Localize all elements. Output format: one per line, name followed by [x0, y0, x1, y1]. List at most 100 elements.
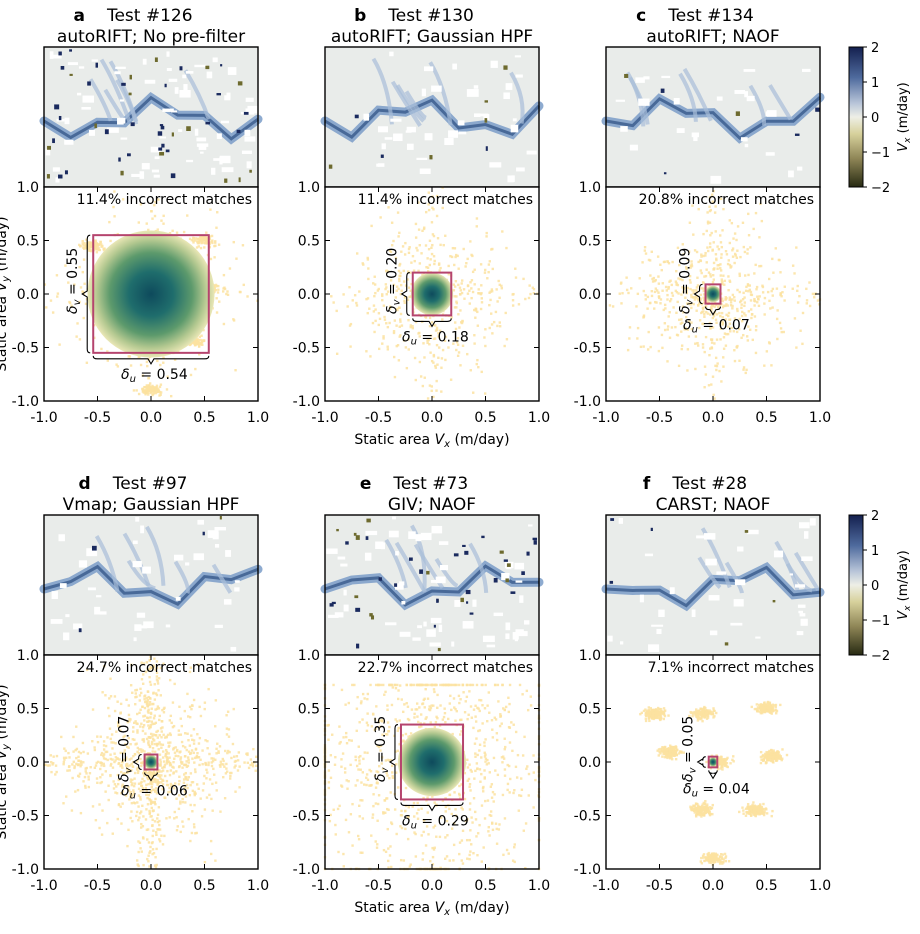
scatter-point [178, 705, 181, 708]
no-data-patch [96, 595, 102, 598]
scatter-point [733, 252, 737, 256]
x-tick-label: 0.5 [474, 410, 496, 426]
scatter-point [101, 691, 104, 694]
scatter-point [452, 283, 455, 286]
no-data-patch [512, 118, 517, 122]
scatter-point [523, 735, 526, 739]
scatter-point [709, 234, 712, 237]
scatter-point [141, 725, 145, 729]
scatter-point [481, 787, 485, 790]
scatter-point [712, 278, 716, 281]
scatter-point [437, 335, 440, 338]
scatter-point [356, 779, 359, 782]
scatter-point [372, 804, 375, 808]
scatter-point [388, 777, 391, 780]
scatter-point [741, 221, 745, 224]
scatter-point [106, 350, 109, 353]
scatter-point [148, 382, 152, 385]
scatter-point [84, 770, 87, 773]
scatter-point [665, 289, 669, 292]
y-tick-label: 0.5 [17, 702, 39, 718]
scatter-point [404, 346, 408, 349]
scatter-point [435, 715, 438, 719]
scatter-point [428, 239, 432, 242]
scatter-point [158, 718, 161, 722]
no-data-patch [247, 105, 258, 114]
scatter-point [187, 775, 191, 779]
du-sub: u [411, 336, 417, 347]
uncertainty-box [704, 283, 722, 305]
y-tick-label: 0.0 [17, 287, 39, 303]
scatter-point [730, 326, 733, 330]
scatter-point [708, 321, 712, 325]
scatter-point [136, 746, 140, 750]
scatter-point [147, 711, 150, 714]
scatter-point [230, 756, 233, 760]
scatter-point [168, 786, 171, 790]
scatter-point [192, 823, 196, 826]
scatter-point [644, 252, 648, 255]
scatter-point [142, 662, 146, 665]
scatter-point [116, 817, 120, 821]
scatter-point [62, 760, 66, 764]
scatter-point [390, 865, 393, 869]
scatter-point [490, 288, 494, 291]
scatter-point [666, 328, 669, 331]
outlier-pixel [128, 92, 132, 96]
scatter-point [460, 806, 463, 809]
scatter-point [649, 301, 652, 305]
scatter-point [438, 269, 441, 272]
no-data-patch [223, 599, 232, 605]
scatter-point [676, 246, 680, 250]
scatter-point [487, 825, 490, 829]
scatter-point [127, 713, 131, 717]
scatter-point [495, 732, 499, 735]
scatter-point [697, 207, 700, 211]
no-data-patch [150, 146, 161, 153]
scatter-point [132, 801, 136, 804]
x-tick-label: 0.0 [702, 410, 724, 426]
scatter-point [799, 329, 802, 332]
scatter-point [391, 771, 394, 774]
scatter-point [383, 315, 386, 319]
scatter-point [661, 289, 664, 292]
scatter-point [165, 817, 168, 820]
scatter-point [458, 286, 462, 289]
scatter-point [767, 341, 771, 344]
no-data-patch [424, 133, 433, 141]
panel-label: a [73, 6, 84, 26]
no-data-patch [401, 600, 406, 605]
scatter-point [201, 763, 204, 766]
scatter-point [395, 307, 399, 311]
scatter-point [400, 324, 404, 327]
scatter-point [170, 784, 173, 788]
scatter-point [346, 305, 349, 308]
y-tick-label: 0.5 [17, 234, 39, 250]
scatter-point [327, 769, 331, 772]
scatter-point [193, 790, 196, 794]
scatter-point [82, 292, 86, 296]
scatter-point [149, 799, 153, 802]
scatter-point [167, 741, 170, 744]
scatter-point [186, 214, 189, 217]
scatter-point [498, 823, 501, 826]
scatter-point [131, 738, 135, 741]
scatter-point [722, 304, 726, 307]
scatter-point [677, 318, 681, 322]
scatter-point [151, 393, 154, 397]
scatter-point [702, 298, 706, 302]
scatter-point [223, 286, 226, 289]
scatter-point [727, 311, 731, 315]
scatter-point [192, 751, 195, 755]
scatter-point [724, 318, 728, 321]
scatter-point [50, 770, 53, 774]
scatter-point [415, 702, 419, 705]
scatter-point [382, 811, 385, 814]
no-data-patch [516, 167, 525, 172]
scatter-point [138, 699, 141, 702]
no-data-patch [406, 126, 416, 133]
scatter-point [328, 819, 332, 823]
scatter-point [420, 252, 423, 255]
scatter-point [494, 310, 498, 314]
